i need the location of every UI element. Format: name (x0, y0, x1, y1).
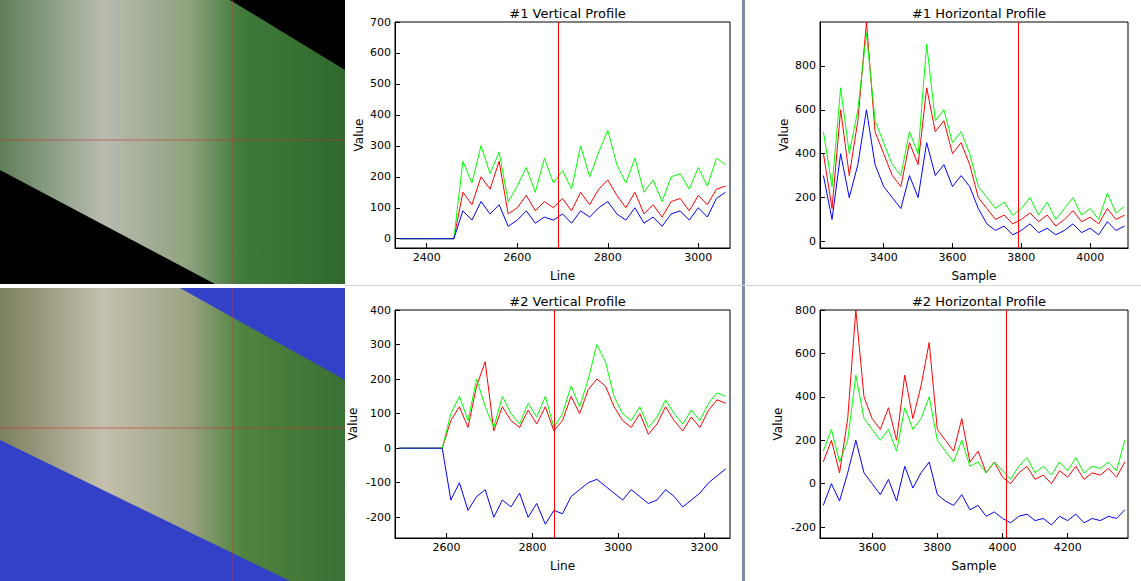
svg-text:Sample: Sample (952, 559, 997, 573)
svg-text:Value: Value (346, 408, 360, 441)
svg-text:800: 800 (795, 304, 816, 317)
svg-text:3600: 3600 (938, 251, 966, 264)
svg-text:600: 600 (795, 347, 816, 360)
svg-text:200: 200 (795, 191, 816, 204)
svg-text:3800: 3800 (923, 541, 951, 554)
svg-text:3200: 3200 (690, 541, 718, 554)
svg-text:0: 0 (384, 442, 391, 455)
svg-text:Sample: Sample (952, 269, 997, 283)
svg-text:3000: 3000 (684, 251, 712, 264)
svg-text:100: 100 (370, 407, 391, 420)
svg-text:2800: 2800 (594, 251, 622, 264)
svg-text:Line: Line (550, 559, 575, 573)
svg-text:-100: -100 (366, 476, 391, 489)
svg-text:500: 500 (370, 77, 391, 90)
svg-text:0: 0 (384, 232, 391, 245)
svg-text:2400: 2400 (413, 251, 441, 264)
svg-text:Value: Value (771, 408, 785, 441)
svg-text:200: 200 (370, 170, 391, 183)
svg-text:#1 Horizontal Profile: #1 Horizontal Profile (912, 6, 1046, 21)
svg-text:700: 700 (370, 16, 391, 29)
svg-text:600: 600 (795, 103, 816, 116)
svg-text:600: 600 (370, 46, 391, 59)
svg-text:-200: -200 (791, 521, 816, 534)
svg-text:3600: 3600 (858, 541, 886, 554)
svg-text:3400: 3400 (870, 251, 898, 264)
svg-text:100: 100 (370, 201, 391, 214)
svg-text:300: 300 (370, 338, 391, 351)
svg-text:#2 Vertical Profile: #2 Vertical Profile (509, 294, 626, 309)
svg-text:400: 400 (795, 147, 816, 160)
svg-text:2800: 2800 (518, 541, 546, 554)
svg-text:400: 400 (370, 108, 391, 121)
svg-text:-200: -200 (366, 511, 391, 524)
svg-text:#1 Vertical Profile: #1 Vertical Profile (509, 6, 626, 21)
svg-text:400: 400 (795, 390, 816, 403)
svg-text:4200: 4200 (1054, 541, 1082, 554)
svg-text:2600: 2600 (503, 251, 531, 264)
svg-text:0: 0 (809, 477, 816, 490)
svg-text:0: 0 (809, 235, 816, 248)
svg-text:2600: 2600 (433, 541, 461, 554)
svg-text:200: 200 (795, 434, 816, 447)
svg-text:4000: 4000 (1076, 251, 1104, 264)
svg-text:300: 300 (370, 139, 391, 152)
svg-text:Line: Line (550, 269, 575, 283)
svg-text:400: 400 (370, 304, 391, 317)
svg-text:Value: Value (777, 119, 791, 152)
svg-text:3800: 3800 (1007, 251, 1035, 264)
svg-text:#2 Horizontal Profile: #2 Horizontal Profile (912, 294, 1046, 309)
svg-text:3000: 3000 (604, 541, 632, 554)
svg-text:800: 800 (795, 59, 816, 72)
svg-text:Value: Value (352, 119, 366, 152)
svg-text:200: 200 (370, 373, 391, 386)
svg-text:4000: 4000 (989, 541, 1017, 554)
